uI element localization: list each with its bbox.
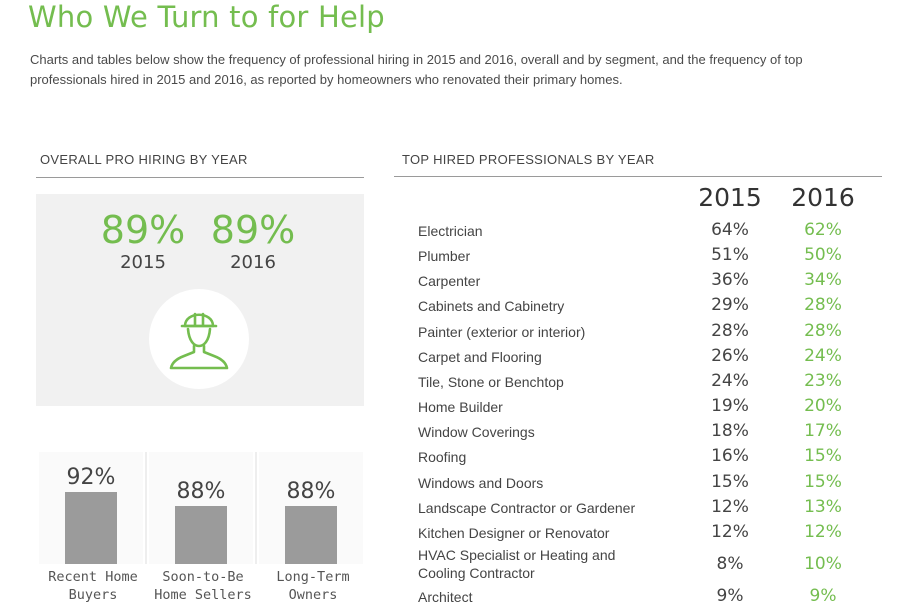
value-2015: 51% (711, 245, 749, 265)
segment-label-soon-sellers: Soon-to-Be Home Sellers (154, 569, 252, 603)
value-2016: 17% (804, 421, 842, 441)
top-pros-section-divider (394, 176, 882, 177)
value-2015: 19% (711, 396, 749, 416)
value-2016: 15% (804, 446, 842, 466)
profession-name: Cabinets and Cabinetry (418, 298, 565, 314)
column-header-2015: 2015 (698, 183, 762, 212)
value-2016: 10% (804, 554, 842, 574)
value-2015: 29% (711, 295, 749, 315)
value-2016: 23% (804, 371, 842, 391)
value-2016: 28% (804, 321, 842, 341)
value-2015: 64% (711, 220, 749, 240)
page-title: Who We Turn to for Help (28, 0, 385, 34)
value-2016: 20% (804, 396, 842, 416)
segment-bar-0 (65, 492, 117, 564)
value-2015: 18% (711, 421, 749, 441)
segment-label-long-term-owners: Long-Term Owners (276, 569, 350, 603)
profession-name: Window Coverings (418, 424, 535, 440)
profession-name: HVAC Specialist or Heating and Cooling C… (418, 547, 616, 581)
value-2016: 24% (804, 346, 842, 366)
column-header-2016: 2016 (791, 183, 855, 212)
profession-name: Roofing (418, 449, 467, 465)
value-2015: 15% (711, 472, 749, 492)
segment-bar-2 (285, 506, 337, 564)
value-2015: 24% (711, 371, 749, 391)
value-2016: 9% (809, 586, 837, 606)
value-2016: 13% (804, 497, 842, 517)
profession-name: Tile, Stone or Benchtop (418, 374, 564, 390)
profession-name: Architect (418, 589, 473, 605)
value-2016: 15% (804, 472, 842, 492)
segment-label-recent-buyers: Recent Home Buyers (48, 569, 138, 603)
intro-paragraph: Charts and tables below show the frequen… (30, 52, 803, 87)
top-pros-section-heading: TOP HIRED PROFESSIONALS BY YEAR (402, 152, 655, 167)
value-2016: 62% (804, 220, 842, 240)
profession-name: Painter (exterior or interior) (418, 324, 586, 340)
segment-value-label-0: 92% (67, 465, 116, 490)
value-2015: 9% (716, 586, 744, 606)
value-2015: 28% (711, 321, 749, 341)
overall-year-2016: 2016 (230, 252, 276, 273)
profession-name: Carpet and Flooring (418, 349, 542, 365)
value-2016: 34% (804, 270, 842, 290)
overall-pct-2015: 89% (100, 208, 186, 252)
worker-icon-badge (149, 289, 249, 389)
value-2016: 12% (804, 522, 842, 542)
segment-bar-chart: 92% 88% 88% (39, 452, 363, 564)
overall-section-divider (36, 177, 364, 178)
overall-year-2015: 2015 (120, 252, 166, 273)
profession-name: Windows and Doors (418, 475, 544, 491)
overall-section-heading: OVERALL PRO HIRING BY YEAR (40, 152, 248, 167)
segment-value-label-2: 88% (287, 479, 336, 504)
value-2015: 12% (711, 522, 749, 542)
value-2015: 12% (711, 497, 749, 517)
profession-name: Home Builder (418, 399, 503, 415)
worker-hardhat-icon (169, 312, 229, 370)
profession-name: Landscape Contractor or Gardener (418, 500, 636, 516)
profession-name: Carpenter (418, 273, 481, 289)
value-2016: 50% (804, 245, 842, 265)
profession-name: Kitchen Designer or Renovator (418, 525, 610, 541)
value-2015: 36% (711, 270, 749, 290)
overall-pct-2016: 89% (210, 208, 296, 252)
segment-value-label-1: 88% (177, 479, 226, 504)
value-2015: 16% (711, 446, 749, 466)
segment-bar-1 (175, 506, 227, 564)
profession-name: Plumber (418, 248, 471, 264)
value-2015: 26% (711, 346, 749, 366)
value-2016: 28% (804, 295, 842, 315)
value-2015: 8% (716, 554, 744, 574)
profession-name: Electrician (418, 223, 483, 239)
